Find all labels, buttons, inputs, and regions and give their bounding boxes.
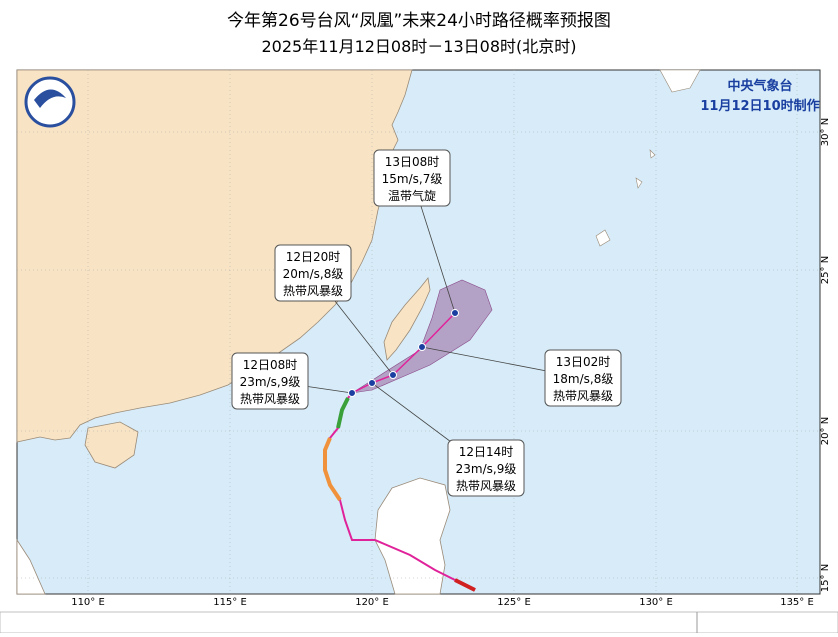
forecast-point [389, 371, 397, 379]
forecast-point [418, 343, 426, 351]
past-track-sts [454, 578, 476, 592]
label-grade: 热带风暴级 [283, 284, 343, 298]
forecast-point [348, 389, 356, 397]
lat-label: 15° N [820, 564, 831, 592]
lon-label: 120° E [355, 597, 389, 608]
logo [24, 76, 76, 128]
label-box [373, 149, 451, 207]
label-time: 13日02时 [556, 355, 611, 369]
lon-label: 130° E [639, 597, 673, 608]
label-box [447, 439, 525, 497]
vietnam [16, 538, 46, 595]
legend-strip [0, 611, 838, 634]
map: 中央气象台 11月12日10时制作 [16, 69, 821, 595]
past-track-ts [323, 437, 342, 502]
issued: 11月12日10时制作 [700, 98, 819, 114]
lon-label: 115° E [213, 597, 247, 608]
label-wind: 20m/s,8级 [283, 267, 344, 281]
taiwan [383, 277, 431, 361]
label-wind: 18m/s,8级 [553, 372, 614, 386]
lon-label: 125° E [497, 597, 531, 608]
probability-cone [351, 279, 493, 394]
forecast-point [451, 309, 459, 317]
label-box [231, 352, 309, 410]
label-box [544, 349, 622, 407]
lon-label: 110° E [71, 597, 105, 608]
label-wind: 23m/s,9级 [240, 375, 301, 389]
label-time: 12日14时 [459, 445, 514, 459]
hainan [84, 421, 139, 469]
label-grade: 热带风暴级 [240, 392, 300, 406]
mainland [16, 69, 413, 443]
agency: 中央气象台 [727, 78, 792, 94]
label-time: 12日08时 [243, 358, 298, 372]
label-grade: 热带风暴级 [456, 479, 516, 493]
label-time: 13日08时 [385, 155, 440, 169]
label-box [274, 244, 352, 302]
title: 今年第26号台风“凤凰”未来24小时路径概率预报图 [227, 11, 611, 31]
luzon [374, 477, 451, 595]
lon-label: 135° E [780, 597, 814, 608]
lat-label: 20° N [820, 417, 831, 445]
past-track-td [336, 397, 350, 429]
label-grade: 温带气旋 [388, 188, 436, 203]
label-grade: 热带风暴级 [553, 389, 613, 403]
islands [595, 149, 656, 247]
forecast-point [368, 379, 376, 387]
label-wind: 15m/s,7级 [382, 172, 443, 186]
label-time: 12日20时 [286, 250, 341, 264]
graticule [17, 70, 820, 594]
label-wind: 23m/s,9级 [456, 462, 517, 476]
lat-label: 30° N [820, 118, 831, 146]
subtitle: 2025年11月12日08时－13日08时(北京时) [261, 37, 576, 56]
japan [659, 69, 701, 93]
lat-label: 25° N [820, 256, 831, 284]
